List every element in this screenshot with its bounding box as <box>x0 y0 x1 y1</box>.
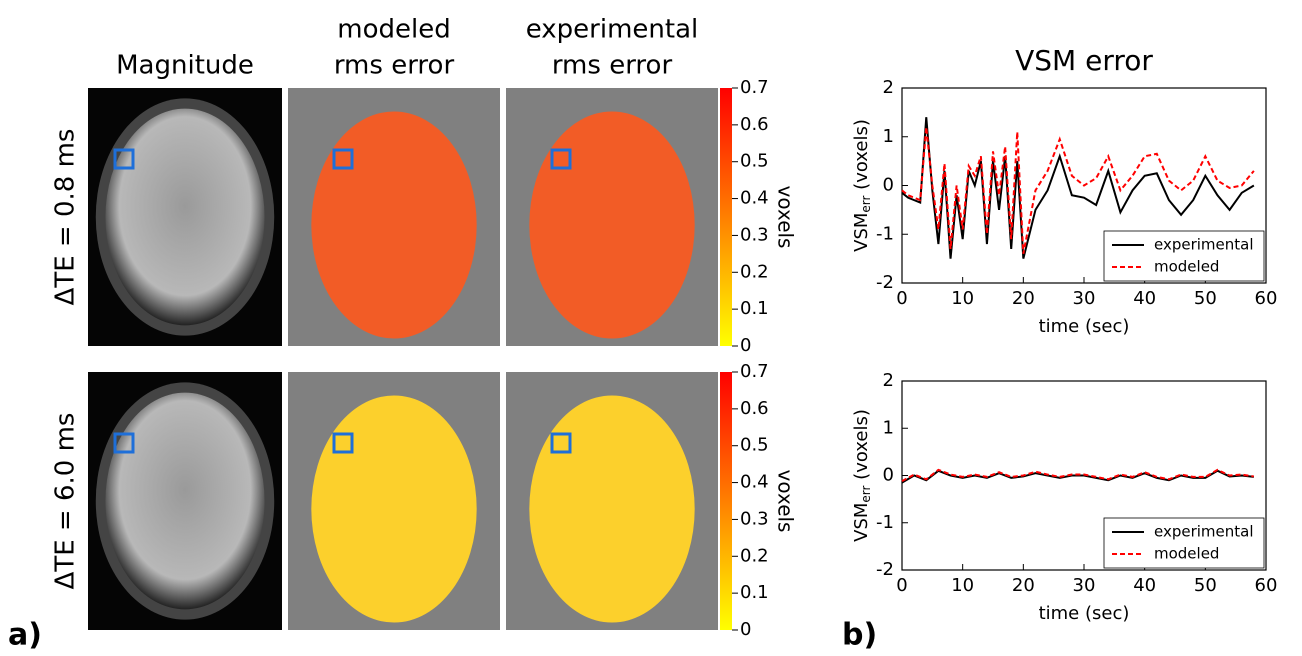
colorbar-label: voxels <box>774 470 798 533</box>
colorbar-tick-label: 0.4 <box>740 188 769 209</box>
colorbar-tick-label: 0.7 <box>740 77 769 98</box>
colorbar-tick-label: 0.2 <box>740 545 769 566</box>
y-tick-label: 2 <box>883 77 894 98</box>
panel-label: a) <box>8 618 42 653</box>
x-tick-label: 60 <box>1255 288 1278 309</box>
y-axis-label-sub: err <box>859 485 873 502</box>
brain-error <box>529 395 695 623</box>
colorbar-tick-label: 0 <box>740 619 751 640</box>
x-tick-label: 20 <box>1012 575 1035 596</box>
x-tick-label: 50 <box>1194 288 1217 309</box>
chart-title: VSM error <box>1015 44 1153 77</box>
colorbar-tick-label: 0.5 <box>740 151 769 172</box>
x-axis-label: time (sec) <box>1039 316 1130 337</box>
series-line <box>901 117 1255 259</box>
series-line <box>901 468 1255 483</box>
y-axis-label-rest: (voxels) <box>851 119 872 195</box>
y-axis-label: VSMerr (voxels) <box>851 409 873 542</box>
y-axis-label-main: VSM <box>851 503 872 542</box>
panel-label: b) <box>842 618 877 653</box>
legend-label: experimental <box>1154 523 1254 541</box>
roi-box <box>332 432 354 454</box>
y-axis-label-main: VSM <box>851 213 872 252</box>
roi-box <box>550 148 572 170</box>
y-tick-label: 0 <box>883 465 894 486</box>
x-tick-label: 10 <box>951 575 974 596</box>
colorbar-label: voxels <box>774 186 798 249</box>
y-tick-label: -2 <box>876 272 894 293</box>
y-tick-label: -2 <box>876 559 894 580</box>
y-tick-label: 2 <box>883 370 894 391</box>
x-tick-label: 10 <box>951 288 974 309</box>
colorbar-tick-label: 0.1 <box>740 298 769 319</box>
x-tick-label: 20 <box>1012 288 1035 309</box>
x-tick-label: 60 <box>1255 575 1278 596</box>
x-axis-label: time (sec) <box>1039 603 1130 624</box>
x-tick-label: 0 <box>896 288 907 309</box>
column-title: rms error <box>334 51 455 81</box>
series-line <box>901 126 1255 254</box>
colorbar-tick-label: 0.1 <box>740 582 769 603</box>
y-tick-label: -1 <box>876 512 894 533</box>
colorbar <box>720 88 732 346</box>
legend-label: experimental <box>1154 236 1254 254</box>
colorbar-tick-label: 0.4 <box>740 472 769 493</box>
x-tick-label: 30 <box>1073 288 1096 309</box>
roi-box <box>113 432 135 454</box>
y-tick-label: 1 <box>883 417 894 438</box>
legend <box>1103 517 1265 569</box>
roi-box <box>332 148 354 170</box>
column-title: experimental <box>526 15 699 45</box>
y-tick-label: -1 <box>876 223 894 244</box>
row-label: ΔTE = 6.0 ms <box>51 413 81 590</box>
legend-label: modeled <box>1154 545 1219 563</box>
colorbar-tick-label: 0.3 <box>740 224 769 245</box>
y-tick-label: 1 <box>883 126 894 147</box>
colorbar-tick-label: 0.3 <box>740 508 769 529</box>
colorbar-tick-label: 0.6 <box>740 114 769 135</box>
colorbar-tick-label: 0.6 <box>740 398 769 419</box>
x-tick-label: 50 <box>1194 575 1217 596</box>
colorbar-tick-label: 0 <box>740 335 751 356</box>
brain-error <box>311 111 477 339</box>
roi-box <box>550 432 572 454</box>
colorbar-tick-label: 0.5 <box>740 435 769 456</box>
x-tick-label: 40 <box>1133 575 1156 596</box>
brain <box>105 392 265 610</box>
legend <box>1103 230 1265 282</box>
roi-box <box>113 148 135 170</box>
brain-error <box>311 395 477 623</box>
column-title: rms error <box>552 51 673 81</box>
y-axis-label-rest: (voxels) <box>851 409 872 485</box>
y-tick-label: 0 <box>883 175 894 196</box>
legend-label: modeled <box>1154 258 1219 276</box>
colorbar <box>720 372 732 630</box>
colorbar-tick-label: 0.2 <box>740 261 769 282</box>
y-axis-label: VSMerr (voxels) <box>851 119 873 252</box>
x-tick-label: 30 <box>1073 575 1096 596</box>
row-label: ΔTE = 0.8 ms <box>51 129 81 306</box>
brain-error <box>529 111 695 339</box>
column-title: modeled <box>337 15 450 45</box>
x-tick-label: 40 <box>1133 288 1156 309</box>
x-tick-label: 0 <box>896 575 907 596</box>
colorbar-tick-label: 0.7 <box>740 361 769 382</box>
column-title: Magnitude <box>116 51 254 81</box>
y-axis-label-sub: err <box>859 195 873 212</box>
brain <box>105 108 265 326</box>
